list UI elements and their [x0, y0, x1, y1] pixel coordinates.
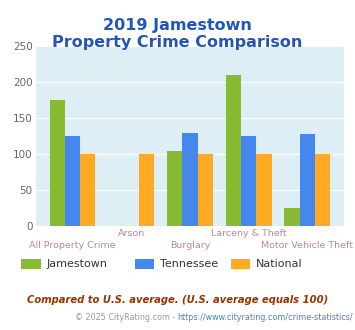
Bar: [226, 75, 241, 226]
Text: National: National: [256, 259, 302, 269]
Bar: [284, 208, 300, 226]
Bar: [167, 150, 182, 226]
Text: 2019 Jamestown: 2019 Jamestown: [103, 18, 252, 33]
Text: Burglary: Burglary: [170, 241, 210, 250]
Text: Arson: Arson: [118, 229, 145, 238]
Text: Property Crime Comparison: Property Crime Comparison: [52, 35, 303, 50]
Text: Compared to U.S. average. (U.S. average equals 100): Compared to U.S. average. (U.S. average …: [27, 295, 328, 305]
Bar: [256, 154, 272, 226]
Text: https://www.cityrating.com/crime-statistics/: https://www.cityrating.com/crime-statist…: [178, 313, 353, 322]
Bar: [241, 136, 256, 226]
Bar: [300, 134, 315, 226]
Text: Larceny & Theft: Larceny & Theft: [211, 229, 286, 238]
Text: All Property Crime: All Property Crime: [29, 241, 116, 250]
Text: © 2025 CityRating.com -: © 2025 CityRating.com -: [75, 313, 178, 322]
Bar: [315, 154, 330, 226]
Bar: [50, 100, 65, 226]
Bar: [139, 154, 154, 226]
Bar: [80, 154, 95, 226]
Text: Tennessee: Tennessee: [160, 259, 218, 269]
Text: Jamestown: Jamestown: [46, 259, 107, 269]
Text: Motor Vehicle Theft: Motor Vehicle Theft: [261, 241, 354, 250]
Bar: [182, 133, 198, 226]
Bar: [198, 154, 213, 226]
Bar: [65, 136, 80, 226]
